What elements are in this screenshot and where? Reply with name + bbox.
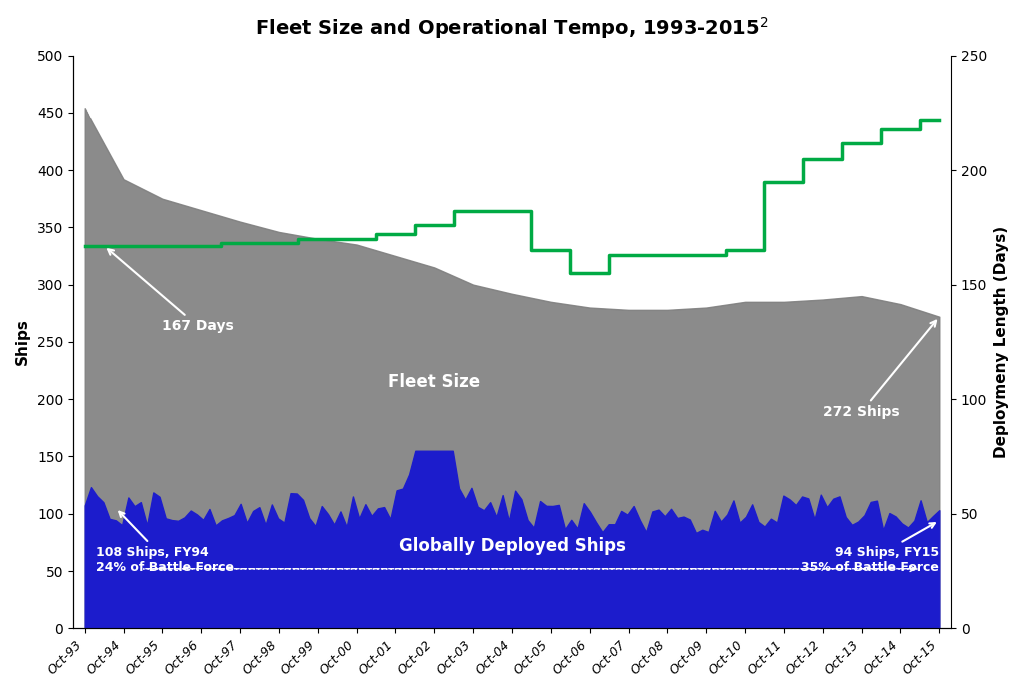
Y-axis label: Ships: Ships xyxy=(15,318,30,365)
Text: 167 Days: 167 Days xyxy=(108,249,234,334)
Text: 272 Ships: 272 Ships xyxy=(822,320,936,419)
Title: Fleet Size and Operational Tempo, 1993-2015$^2$: Fleet Size and Operational Tempo, 1993-2… xyxy=(255,15,769,41)
Text: Fleet Size: Fleet Size xyxy=(388,373,480,391)
Text: 454 Ships: 454 Ships xyxy=(89,111,208,185)
Text: Globally Deployed Ships: Globally Deployed Ships xyxy=(398,537,626,555)
Y-axis label: Deploymeny Length (Days): Deploymeny Length (Days) xyxy=(994,226,1009,458)
Text: 94 Ships, FY15
35% of Battle Force: 94 Ships, FY15 35% of Battle Force xyxy=(802,523,939,574)
Text: 108 Ships, FY94
24% of Battle Force: 108 Ships, FY94 24% of Battle Force xyxy=(96,511,234,574)
